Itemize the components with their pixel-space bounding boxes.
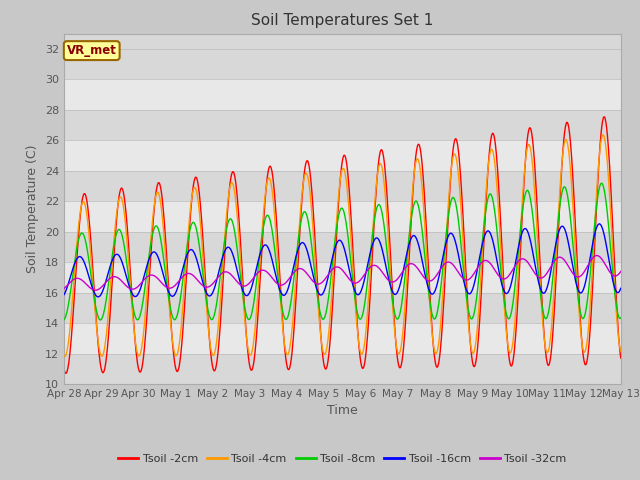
Bar <box>64 201 621 232</box>
Line: Tsoil -2cm: Tsoil -2cm <box>64 117 621 373</box>
Tsoil -32cm <box>92 288 99 293</box>
Tsoil -8cm <box>318 316 326 322</box>
Tsoil -4cm <box>104 321 111 326</box>
Tsoil -2cm <box>297 216 305 222</box>
Tsoil -8cm <box>308 247 316 252</box>
Tsoil -4cm <box>60 353 68 359</box>
Line: Tsoil -32cm: Tsoil -32cm <box>64 255 621 290</box>
Tsoil -4cm <box>297 206 305 212</box>
Bar <box>64 354 621 384</box>
Tsoil -8cm <box>297 221 305 227</box>
Tsoil -2cm <box>60 366 68 372</box>
Bar <box>64 140 621 171</box>
Tsoil -2cm <box>104 345 111 350</box>
Tsoil -4cm <box>617 348 625 354</box>
Tsoil -2cm <box>318 348 326 354</box>
Line: Tsoil -8cm: Tsoil -8cm <box>64 183 621 320</box>
Tsoil -4cm <box>599 132 607 138</box>
Tsoil -32cm <box>297 266 305 272</box>
Tsoil -16cm <box>94 294 102 300</box>
Bar <box>64 232 621 262</box>
Legend: Tsoil -2cm, Tsoil -4cm, Tsoil -8cm, Tsoil -16cm, Tsoil -32cm: Tsoil -2cm, Tsoil -4cm, Tsoil -8cm, Tsoi… <box>114 449 571 468</box>
Bar <box>64 110 621 140</box>
Tsoil -16cm <box>318 291 326 297</box>
Tsoil -32cm <box>318 279 326 285</box>
Tsoil -2cm <box>308 192 316 198</box>
Tsoil -16cm <box>104 273 111 278</box>
Bar <box>64 79 621 110</box>
X-axis label: Time: Time <box>327 405 358 418</box>
Bar <box>64 49 621 79</box>
Tsoil -32cm <box>126 286 134 291</box>
Tsoil -8cm <box>126 286 134 291</box>
Tsoil -16cm <box>297 241 305 247</box>
Title: Soil Temperatures Set 1: Soil Temperatures Set 1 <box>252 13 433 28</box>
Tsoil -32cm <box>104 278 111 284</box>
Tsoil -8cm <box>598 180 605 186</box>
Tsoil -2cm <box>126 266 134 272</box>
Tsoil -8cm <box>97 317 104 323</box>
Tsoil -16cm <box>60 292 68 298</box>
Bar <box>64 323 621 354</box>
Tsoil -32cm <box>60 286 68 291</box>
Tsoil -4cm <box>378 162 385 168</box>
Tsoil -16cm <box>126 286 134 292</box>
Tsoil -2cm <box>62 371 70 376</box>
Tsoil -32cm <box>593 252 600 258</box>
Bar <box>64 171 621 201</box>
Tsoil -4cm <box>61 354 68 360</box>
Tsoil -8cm <box>378 206 385 212</box>
Tsoil -2cm <box>617 355 625 361</box>
Tsoil -32cm <box>617 268 625 274</box>
Tsoil -32cm <box>378 268 385 274</box>
Tsoil -16cm <box>308 268 316 274</box>
Tsoil -32cm <box>308 277 316 283</box>
Tsoil -8cm <box>60 317 68 323</box>
Tsoil -2cm <box>378 147 385 153</box>
Tsoil -2cm <box>600 114 608 120</box>
Bar <box>64 293 621 323</box>
Bar <box>64 262 621 293</box>
Tsoil -4cm <box>318 344 326 350</box>
Tsoil -8cm <box>104 288 111 294</box>
Line: Tsoil -4cm: Tsoil -4cm <box>64 135 621 357</box>
Tsoil -4cm <box>308 214 316 220</box>
Line: Tsoil -16cm: Tsoil -16cm <box>64 224 621 297</box>
Tsoil -4cm <box>126 278 134 284</box>
Tsoil -16cm <box>595 221 603 227</box>
Tsoil -16cm <box>617 286 625 291</box>
Y-axis label: Soil Temperature (C): Soil Temperature (C) <box>26 144 39 273</box>
Text: VR_met: VR_met <box>67 44 116 57</box>
Tsoil -8cm <box>617 315 625 321</box>
Tsoil -16cm <box>378 243 385 249</box>
